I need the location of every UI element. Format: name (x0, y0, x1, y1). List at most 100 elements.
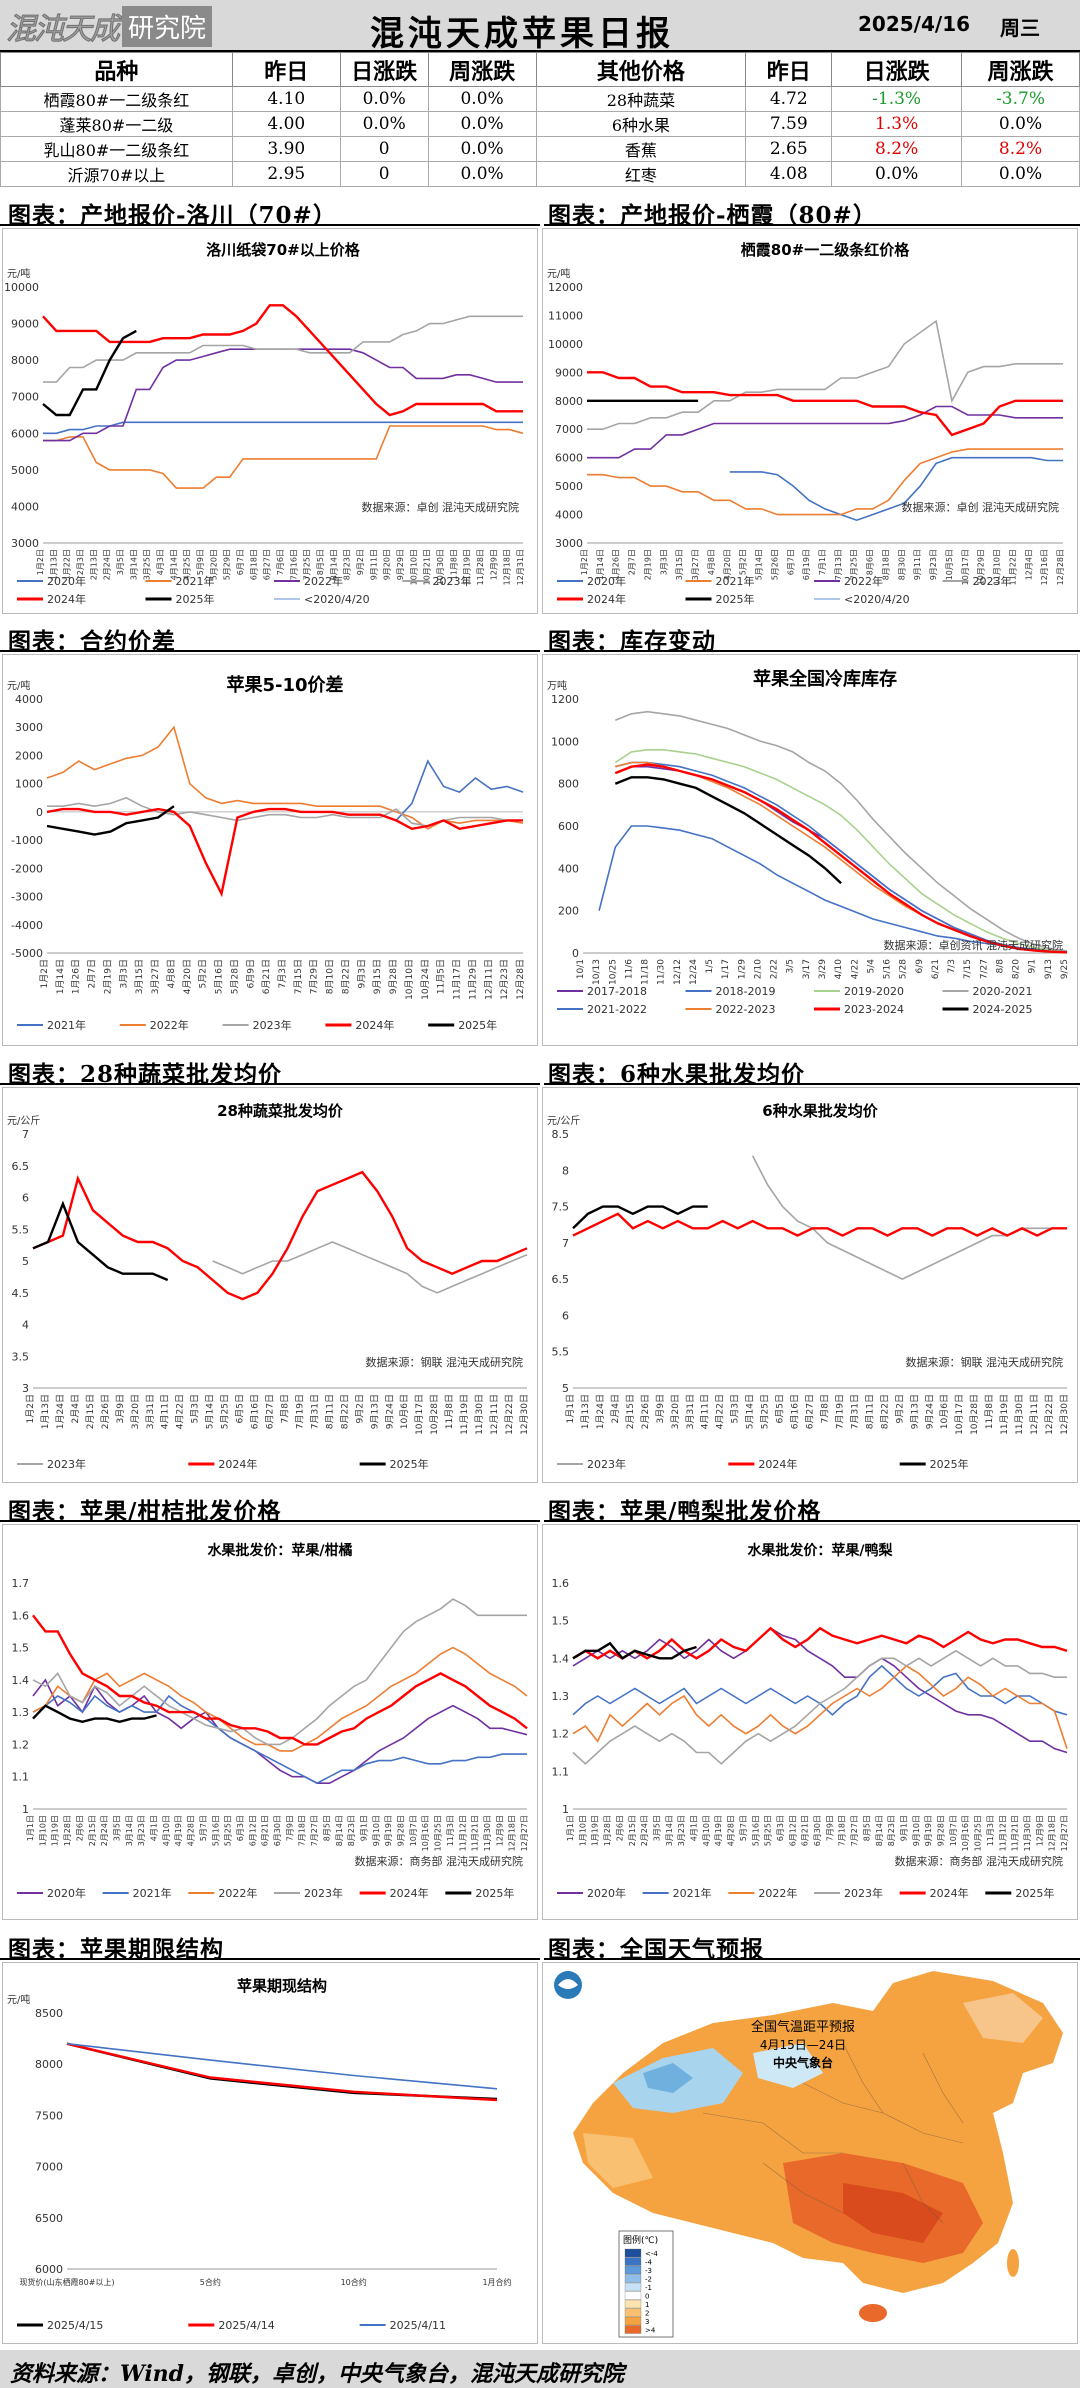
y-tick-label: 4000 (11, 500, 39, 513)
x-tick-label: 9月24日 (924, 1394, 935, 1429)
x-tick-label: 11月17日 (452, 959, 463, 1000)
col-header: 周涨跌 (427, 52, 537, 87)
series-line (572, 1664, 1068, 1716)
y-tick-label: 800 (558, 778, 579, 791)
x-tick-label: 7月3日 (277, 959, 288, 988)
x-tick-label: 9月10日 (372, 1815, 381, 1846)
y-axis-unit: 元/吨 (547, 267, 570, 280)
x-tick-label: 1/29 (737, 959, 747, 979)
price-cell-oday: 0.0% (831, 161, 963, 187)
x-tick-label: 1月24日 (595, 1394, 606, 1429)
chart-title: 苹果5-10价差 (226, 674, 343, 696)
y-tick-label: 200 (558, 905, 579, 918)
x-tick-label: 12月28日 (515, 959, 526, 1000)
x-tick-label: 9月29日 (396, 549, 405, 580)
x-tick-label: 8月5日 (316, 549, 325, 575)
x-tick-label: 10月21日 (423, 549, 432, 585)
series-line (572, 1627, 1068, 1754)
x-tick-label: 1月1日 (566, 1815, 575, 1841)
report-footer: 资料来源：Wind，钢联，卓创，中央气象台，混沌天成研究院 (0, 2350, 1080, 2388)
legend-value: >4 (645, 2327, 656, 2335)
legend-label: 2021年 (716, 574, 755, 588)
legend-color (624, 2325, 642, 2334)
x-tick-label: 7月31日 (309, 1394, 320, 1429)
legend-label: 2024年 (587, 592, 626, 606)
x-tick-label: 11月30日 (1014, 1394, 1025, 1435)
x-tick-label: 3月3日 (659, 549, 668, 575)
chart-title: 洛川纸袋70#以上价格 (206, 241, 360, 259)
series-line (587, 319, 1063, 430)
series-line (395, 759, 524, 821)
col-header: 昨日 (231, 52, 341, 87)
x-tick-label: 7月8日 (819, 1394, 830, 1423)
logo-badge: 研究院 (122, 5, 213, 47)
y-tick-label: 7000 (11, 391, 39, 404)
chart-title: 6种水果批发均价 (762, 1102, 878, 1120)
x-tick-label: 12月22日 (1044, 1394, 1055, 1435)
legend-label: 2024年 (218, 1457, 257, 1471)
legend-color (624, 2308, 642, 2317)
x-tick-label: 11月29日 (467, 959, 478, 1000)
series-line (43, 425, 524, 489)
x-tick-label: 8月14日 (335, 1815, 344, 1846)
x-tick-label: 10月25日 (974, 1815, 983, 1851)
series-line (42, 304, 523, 417)
y-tick-label: 7 (562, 1237, 569, 1250)
legend-value: 1 (645, 2301, 649, 2309)
y-tick-label: 4000 (555, 509, 583, 522)
price-row: 栖霞80#一二级条红 4.10 0.0% 0.0% 28种蔬菜 4.72 -1.3% -3.7… (0, 86, 1080, 112)
china-temperature-map: 全国气温距平预报 4月15日—24日 中央气象台 图例(℃) <-4-4-3-2… (543, 1963, 1077, 2343)
series-line (614, 776, 842, 885)
series-line (615, 761, 1068, 954)
x-tick-label: 11月3日 (986, 1815, 995, 1846)
x-tick-label: 2月4日 (70, 1394, 81, 1423)
col-header: 昨日 (745, 52, 833, 87)
y-tick-label: 9000 (11, 318, 39, 331)
y-tick-label: 5 (562, 1382, 569, 1395)
x-tick-label: 10月7日 (409, 1815, 418, 1846)
weather-map: 全国气温距平预报 4月15日—24日 中央气象台 图例(℃) <-4 -4 -3 -2… (542, 1962, 1078, 2344)
x-tick-label: 12月11日 (1029, 1394, 1040, 1435)
x-tick-label: 2月15日 (625, 1394, 636, 1429)
price-table-header: 品种 昨日 日涨跌 周涨跌 其他价格 昨日 日涨跌 周涨跌 (0, 52, 1080, 87)
y-tick-label: 3000 (555, 537, 583, 550)
x-tick-label: 8月6日 (866, 549, 875, 575)
y-axis-unit: 元/吨 (7, 1993, 30, 2006)
chart-source: 数据来源：卓创 混沌天成研究院 (362, 500, 520, 514)
price-cell-oprice: 4.08 (745, 161, 833, 187)
x-tick-label: 9月13日 (909, 1394, 920, 1429)
x-tick-label: 4/10 (834, 959, 844, 979)
x-tick-label: 5月2日 (198, 959, 209, 988)
x-tick-label: 5合约 (200, 2277, 221, 2287)
x-tick-label: 10/13 (592, 959, 602, 985)
x-tick-label: 11月30日 (1023, 1815, 1032, 1851)
price-cell-oprice: 2.65 (745, 136, 833, 162)
x-tick-label: 7月9日 (825, 1815, 834, 1841)
x-tick-label: 11月8日 (984, 1394, 995, 1429)
x-tick-label: 5月7日 (199, 1815, 208, 1841)
chart-pear: 水果批发价：苹果/鸭梨 1 1.1 1.2 1.3 1.4 1.5 1.6 1月1日 1月10日 1… (542, 1524, 1078, 1920)
x-tick-label: 6月3日 (236, 1815, 245, 1841)
x-tick-label: 6/21 (931, 959, 941, 979)
price-cell-name: 乳山80#一二级条红 (0, 136, 233, 162)
x-tick-label: 9月11日 (369, 549, 378, 580)
x-tick-label: 2月19日 (102, 959, 113, 994)
chart-source: 数据来源：商务部 混沌天成研究院 (355, 1854, 524, 1868)
divider (0, 224, 540, 226)
legend-label: 2021-2022 (587, 1003, 647, 1016)
x-tick-label: 1月26日 (71, 959, 82, 994)
x-tick-label: 4月25日 (183, 549, 192, 580)
x-tick-label: 1月28日 (603, 1815, 612, 1846)
x-tick-label: 7/3 (947, 959, 957, 973)
x-tick-label: 9月23日 (929, 549, 938, 580)
x-tick-label: 4/22 (850, 959, 860, 979)
series-line (587, 405, 1063, 459)
x-tick-label: 8月30日 (897, 549, 906, 580)
x-tick-label: 3月9日 (655, 1394, 666, 1423)
x-tick-label: 8月23日 (347, 1815, 356, 1846)
y-tick-label: 5000 (11, 464, 39, 477)
chart-storage: 苹果全国冷库库存 万吨 0 200 400 600 800 1000 1200 10/1 10/13… (542, 654, 1078, 1046)
y-tick-label: -1000 (11, 834, 43, 847)
y-tick-label: -4000 (11, 919, 43, 932)
x-tick-label: 4月19日 (174, 1815, 183, 1846)
